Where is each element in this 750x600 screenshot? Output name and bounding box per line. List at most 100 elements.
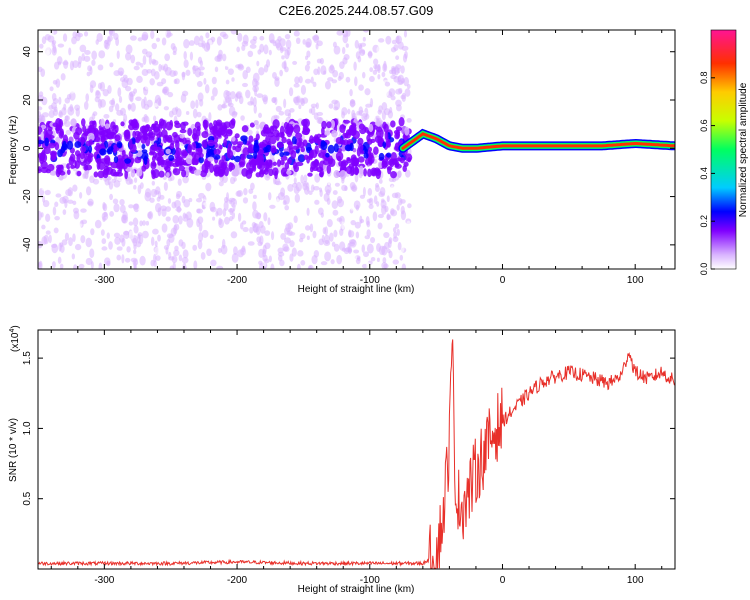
heat-speckle bbox=[388, 177, 395, 183]
heat-speckle bbox=[58, 242, 62, 252]
heat-band-cell bbox=[253, 143, 260, 153]
heat-band-cell bbox=[287, 140, 293, 146]
heat-speckle bbox=[237, 32, 243, 42]
heat-band-cell bbox=[228, 119, 236, 130]
heat-band-cell bbox=[216, 121, 221, 126]
heat-band-cell bbox=[373, 146, 379, 155]
heat-band-cell bbox=[241, 168, 249, 177]
heat-speckle bbox=[344, 185, 348, 192]
heat-speckle bbox=[58, 96, 62, 105]
heat-band-cell bbox=[336, 155, 342, 162]
heat-speckle bbox=[181, 113, 188, 120]
spectrogram-x-label: Height of straight line (km) bbox=[298, 284, 415, 295]
heat-speckle bbox=[344, 262, 349, 269]
heat-speckle bbox=[309, 223, 314, 233]
heat-band-cell bbox=[51, 151, 57, 161]
heat-speckle bbox=[229, 207, 233, 216]
heat-band-cell bbox=[182, 137, 187, 145]
heat-speckle bbox=[382, 63, 388, 73]
y-tick-label: 0.5 bbox=[22, 491, 33, 505]
heat-speckle bbox=[136, 75, 143, 84]
heat-speckle bbox=[211, 76, 217, 85]
heat-speckle bbox=[223, 216, 230, 225]
heat-speckle bbox=[326, 197, 331, 205]
heat-speckle bbox=[176, 37, 183, 44]
heat-band-cell bbox=[99, 148, 107, 156]
heat-speckle bbox=[280, 232, 287, 240]
heat-speckle bbox=[316, 116, 323, 124]
heat-speckle bbox=[123, 113, 128, 123]
heat-speckle bbox=[110, 224, 116, 231]
heat-speckle bbox=[247, 50, 254, 58]
heat-speckle bbox=[275, 198, 280, 208]
heat-band-cell bbox=[158, 170, 165, 178]
heat-speckle bbox=[125, 85, 132, 92]
heat-speckle bbox=[390, 185, 395, 193]
heat-band-cell bbox=[80, 146, 87, 153]
heat-speckle bbox=[299, 233, 306, 240]
heat-speckle bbox=[242, 34, 249, 45]
heat-band-cell bbox=[150, 168, 155, 175]
heat-speckle bbox=[116, 109, 124, 116]
heat-speckle bbox=[315, 42, 319, 50]
heat-speckle bbox=[331, 200, 339, 209]
heat-band-cell bbox=[198, 153, 204, 158]
heat-speckle bbox=[310, 184, 315, 193]
heat-speckle bbox=[380, 199, 387, 209]
heat-speckle bbox=[388, 250, 393, 259]
heat-speckle bbox=[277, 251, 285, 257]
heat-band-cell bbox=[141, 165, 147, 172]
heat-band-cell bbox=[274, 170, 278, 180]
heat-speckle bbox=[300, 98, 306, 107]
heat-speckle bbox=[171, 255, 178, 264]
heat-speckle bbox=[324, 80, 331, 90]
heat-speckle bbox=[154, 102, 158, 108]
heat-band-cell bbox=[324, 130, 331, 136]
heat-speckle bbox=[140, 62, 144, 68]
heat-speckle bbox=[71, 36, 77, 45]
heat-band-cell bbox=[306, 156, 310, 164]
heat-band-cell bbox=[390, 171, 397, 179]
heat-band-cell bbox=[381, 160, 388, 169]
heat-band-cell bbox=[302, 139, 308, 147]
heat-band-cell bbox=[93, 171, 99, 178]
heat-speckle bbox=[384, 81, 391, 87]
heat-speckle bbox=[403, 76, 410, 87]
heat-band-cell bbox=[286, 170, 292, 175]
heat-band-cell bbox=[214, 129, 220, 135]
heat-speckle bbox=[89, 84, 94, 94]
heat-speckle bbox=[364, 88, 371, 96]
heat-band-cell bbox=[231, 136, 236, 142]
heat-band-cell bbox=[163, 134, 168, 144]
heat-speckle bbox=[178, 254, 183, 262]
heat-speckle bbox=[111, 90, 117, 100]
heat-speckle bbox=[199, 60, 204, 67]
heat-speckle bbox=[56, 56, 63, 65]
heat-band-cell bbox=[346, 129, 351, 136]
heat-speckle bbox=[256, 93, 264, 98]
heat-band-cell bbox=[352, 130, 360, 140]
heat-speckle bbox=[362, 36, 366, 42]
heat-speckle bbox=[213, 46, 217, 52]
heat-band-cell bbox=[310, 161, 316, 170]
heat-speckle bbox=[139, 249, 145, 256]
heat-speckle bbox=[149, 220, 154, 226]
heat-band-cell bbox=[157, 160, 162, 166]
heat-speckle bbox=[320, 261, 328, 266]
heat-speckle bbox=[168, 37, 175, 44]
heat-speckle bbox=[68, 47, 72, 56]
heat-band-cell bbox=[114, 124, 119, 134]
heat-speckle bbox=[178, 215, 183, 225]
heat-speckle bbox=[91, 209, 97, 217]
heat-speckle bbox=[389, 106, 393, 114]
heat-band-cell bbox=[165, 121, 173, 131]
heat-speckle bbox=[333, 243, 340, 252]
heat-speckle bbox=[303, 174, 308, 183]
heat-speckle bbox=[263, 64, 269, 73]
heat-speckle bbox=[288, 87, 294, 97]
heat-speckle bbox=[264, 242, 271, 250]
heat-band-cell bbox=[62, 140, 67, 151]
heat-band-cell bbox=[207, 139, 215, 147]
heat-speckle bbox=[251, 221, 257, 228]
heat-speckle bbox=[292, 233, 297, 242]
